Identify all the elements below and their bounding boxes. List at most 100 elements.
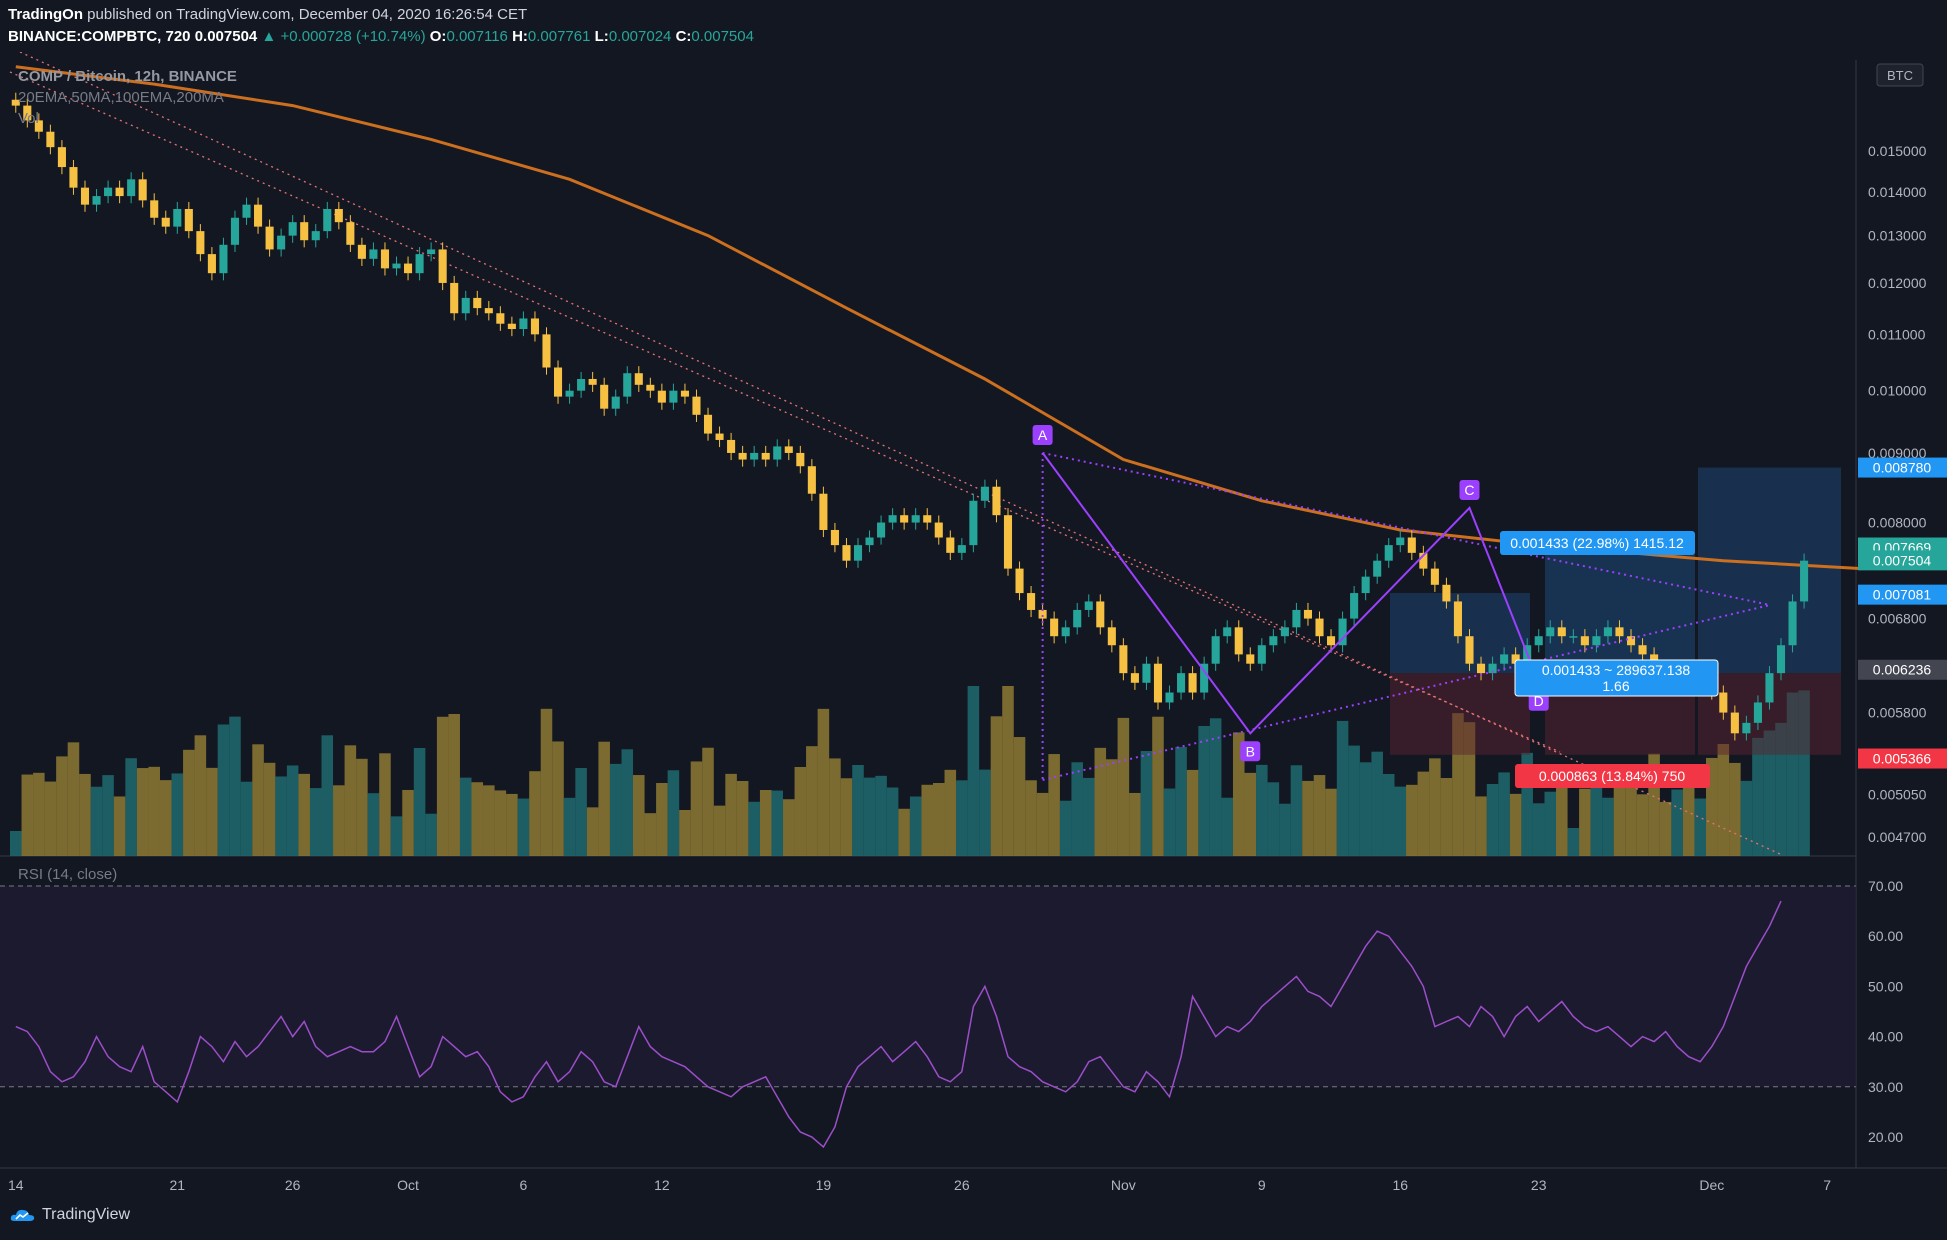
volume-bar [1463,722,1476,856]
candle-body [1153,663,1163,703]
candle-body [438,249,447,283]
candle-body [600,384,609,409]
candle-body [1776,645,1786,674]
candle-body [1465,636,1474,664]
volume-bar [1313,775,1326,856]
volume-bar [436,716,449,856]
time-tick-label: 9 [1258,1177,1266,1193]
candle-body [346,222,355,245]
volume-bar [1394,786,1407,856]
candle-body [830,529,839,546]
price-tick-label: 0.015000 [1868,143,1927,159]
candle-body [680,390,689,397]
volume-bar [748,801,760,856]
candle-body [323,208,332,232]
volume-bar [1740,780,1753,856]
candle-body [1292,609,1301,628]
volume-bar [148,766,160,856]
price-change: ▲ +0.000728 (+10.74%) [261,28,426,45]
volume-bar [1752,737,1764,856]
volume-bar [252,744,264,856]
candle-body [1338,618,1347,646]
candle-body [888,515,897,523]
volume-bar [1140,750,1153,856]
candle-body [104,187,113,197]
candle-body [553,367,563,397]
candle-body [530,318,539,335]
volume-bar [517,798,530,856]
candle-body [1200,663,1209,693]
volume-bar [702,747,714,856]
trend-lines[interactable] [9,52,1781,855]
volume-bar [1590,776,1603,856]
price-tick-label: 0.012000 [1868,275,1927,291]
candle-body [138,179,147,201]
volume-bar [1567,828,1580,856]
candle-body [1419,552,1428,569]
price-tick-label: 0.004700 [1868,829,1927,845]
legend-indicators[interactable]: 20EMA,50MA,100EMA,200MA [18,89,224,106]
close-label: C: [675,28,692,45]
candle-body [1534,636,1543,646]
candle-body [57,147,66,168]
candle-body [796,452,805,467]
volume-bar [852,765,864,856]
volume-bar [286,765,299,856]
candle-body [69,167,78,188]
volume-bar [379,753,391,856]
abcd-pattern[interactable]: A B C D [1032,424,1771,781]
candle-body [1142,663,1151,683]
volume-bar [1602,797,1614,856]
candle-body [150,200,159,218]
candle-body [784,446,793,453]
price-chart[interactable]: A B C D 0.001433 (22.98%) 1415.12 0.001433 ~… [0,52,1947,1200]
legend-title[interactable]: COMP / Bitcoin, 12h, BINANCE [18,68,237,85]
candle-body [207,254,216,274]
volume-bar [10,831,22,856]
volume-bar [1221,797,1233,856]
candle-body [865,537,874,546]
pattern-point-marker [1459,479,1480,500]
candle-body [1476,663,1486,674]
price-tick-label: 0.014000 [1868,184,1927,200]
volume-bar [609,763,622,856]
currency-badge [1876,63,1924,87]
volume-bar [56,756,68,856]
volume-bar [217,724,230,856]
volume-bar [183,749,195,856]
mid-label: 0.001433 ~ 289637.138 [1542,662,1691,678]
currency-badge-label: BTC [1887,68,1913,83]
volume-bar [33,772,45,856]
candle-body [1615,627,1624,637]
volume-bar [1336,720,1349,856]
volume-bar [159,780,172,856]
price-label: 0.008780 [1873,460,1932,476]
candle-body [23,105,32,121]
volume-bar [1359,762,1372,856]
price-label-bg [1858,748,1947,769]
candle-body [934,522,943,538]
volume-bar [1048,754,1060,856]
volume-bar [956,780,968,856]
volume-bar [552,741,564,856]
publisher-name[interactable]: TradingOn [8,6,83,23]
rsi-legend[interactable]: RSI (14, close) [18,866,118,883]
candle-body [1188,673,1197,693]
volume-bar [1648,753,1660,856]
price-label-bg [1858,550,1947,571]
candle-body [242,204,251,218]
volume-bar [1671,789,1683,856]
candle-body [1580,636,1589,646]
volume-bar [806,746,818,856]
volume-bar [898,808,910,856]
candle-body [577,378,586,391]
price-label: 0.005366 [1873,751,1932,767]
tradingview-logo[interactable]: TradingView [10,1206,130,1224]
candle-body [507,323,516,330]
volume-bar [1106,759,1118,856]
candle-body [1511,654,1520,664]
volume-bar [1244,772,1257,856]
price-label: 0.007081 [1873,587,1932,603]
legend-volume[interactable]: Vol [18,110,39,127]
candle-body [750,452,759,460]
